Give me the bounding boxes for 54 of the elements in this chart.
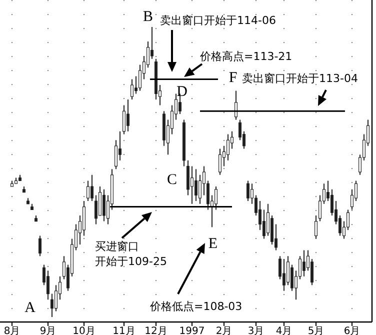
x-tick-label: 9月 xyxy=(40,326,56,335)
candlestick xyxy=(50,293,54,318)
x-tick-label: 10月 xyxy=(72,326,96,335)
candlestick xyxy=(126,99,130,132)
x-tick-label: 4月 xyxy=(276,326,292,335)
candlestick xyxy=(198,174,202,204)
candlestick xyxy=(310,258,314,286)
candlestick xyxy=(94,194,98,225)
text: B xyxy=(142,9,154,25)
candlestick xyxy=(186,160,190,196)
x-tick-label: 5月 xyxy=(308,326,324,335)
candlestick xyxy=(314,215,318,240)
x-tick-label: 3月 xyxy=(248,326,264,335)
x-tick-label: 1997 xyxy=(179,326,205,335)
candlestick xyxy=(46,270,50,300)
annotation: 价格低点=108-03 xyxy=(149,300,242,313)
candlestick xyxy=(54,284,58,312)
annotation: 卖出窗口开始于114-06 xyxy=(160,14,276,27)
x-tick-label: 12月 xyxy=(144,326,168,335)
candlestick xyxy=(302,250,306,277)
candlestick xyxy=(262,209,266,240)
annotation: E xyxy=(208,236,218,252)
candlestick xyxy=(290,264,294,292)
x-tick-label: 11月 xyxy=(112,326,136,335)
candlestick xyxy=(82,200,86,236)
annotation: 买进窗口开始于109-25 xyxy=(95,240,167,268)
candlestick xyxy=(286,256,290,286)
candlestick xyxy=(270,215,274,245)
x-tick-label: 6月 xyxy=(344,326,360,335)
candlestick xyxy=(90,174,94,202)
annotation: C xyxy=(166,172,178,188)
candlestick xyxy=(122,104,126,135)
candlestick xyxy=(190,166,194,204)
x-tick-label: 2月 xyxy=(216,326,232,335)
candlestick xyxy=(282,258,286,292)
candlestick xyxy=(214,186,218,210)
candlestick xyxy=(138,64,142,92)
candlestick xyxy=(246,180,250,202)
annotation: 价格高点=113-21 xyxy=(199,50,292,63)
candlestick xyxy=(194,168,198,202)
candlestick xyxy=(102,188,106,222)
annotation: 卖出窗口开始于113-04 xyxy=(242,72,358,85)
candlestick xyxy=(218,148,222,176)
candlestick xyxy=(226,134,230,161)
candlestick xyxy=(98,186,102,216)
annotation: F xyxy=(228,70,238,86)
candlestick xyxy=(234,90,238,120)
candlestick xyxy=(86,180,90,202)
candlestick xyxy=(38,235,42,257)
annotation: A xyxy=(24,300,36,316)
annotation: D xyxy=(176,84,188,100)
x-tick-label: 8月 xyxy=(4,326,20,335)
candlestick xyxy=(114,140,118,170)
candlestick xyxy=(130,78,134,100)
